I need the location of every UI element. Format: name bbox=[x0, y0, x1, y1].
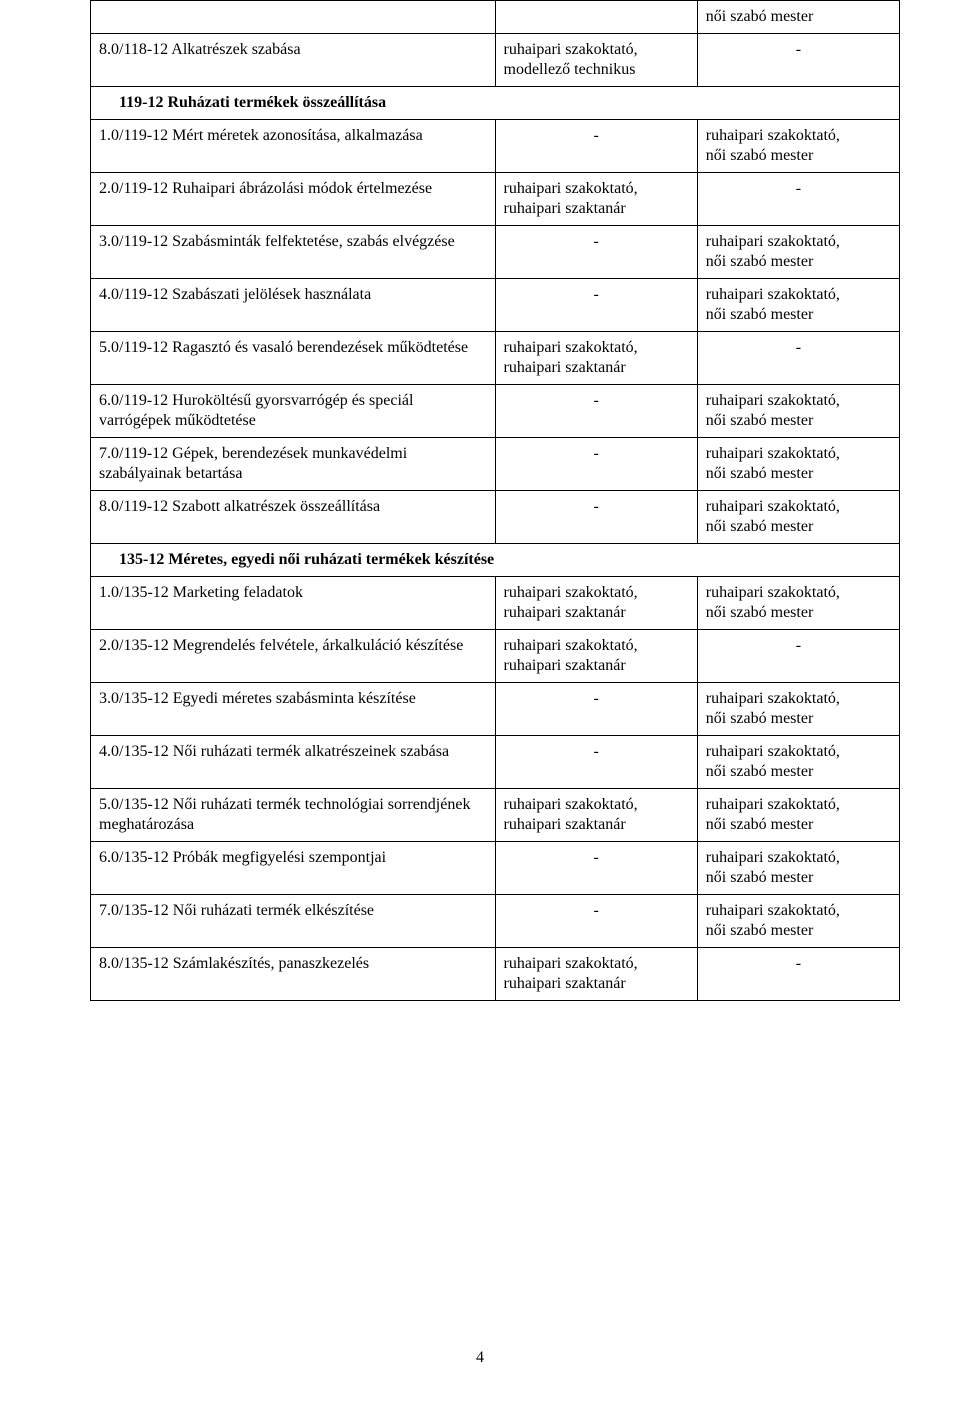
section-header-cell: 119-12 Ruházati termékek összeállítása bbox=[91, 87, 900, 120]
subject-cell: 6.0/135-12 Próbák megfigyelési szempontj… bbox=[91, 842, 496, 895]
table-row: 5.0/135-12 Női ruházati termék technológ… bbox=[91, 789, 900, 842]
page-number: 4 bbox=[0, 1349, 960, 1367]
subject-cell: 8.0/119-12 Szabott alkatrészek összeállí… bbox=[91, 491, 496, 544]
col3-cell: ruhaipari szakoktató,női szabó mester bbox=[697, 683, 899, 736]
table-row: 8.0/119-12 Szabott alkatrészek összeállí… bbox=[91, 491, 900, 544]
table-row: 6.0/135-12 Próbák megfigyelési szempontj… bbox=[91, 842, 900, 895]
col2-cell: - bbox=[495, 895, 697, 948]
col3-cell: ruhaipari szakoktató,női szabó mester bbox=[697, 577, 899, 630]
col3-cell: ruhaipari szakoktató,női szabó mester bbox=[697, 736, 899, 789]
col2-cell: - bbox=[495, 842, 697, 895]
col3-cell: női szabó mester bbox=[697, 1, 899, 34]
subject-cell: 6.0/119-12 Huroköltésű gyorsvarrógép és … bbox=[91, 385, 496, 438]
col2-cell: - bbox=[495, 279, 697, 332]
col2-cell: ruhaipari szakoktató,ruhaipari szaktanár bbox=[495, 789, 697, 842]
subject-cell: 5.0/119-12 Ragasztó és vasaló berendezés… bbox=[91, 332, 496, 385]
subject-cell: 3.0/135-12 Egyedi méretes szabásminta ké… bbox=[91, 683, 496, 736]
qualification-table: női szabó mester8.0/118-12 Alkatrészek s… bbox=[90, 0, 900, 1001]
col2-cell: ruhaipari szakoktató,ruhaipari szaktanár bbox=[495, 630, 697, 683]
subject-cell: 7.0/119-12 Gépek, berendezések munkavéde… bbox=[91, 438, 496, 491]
col3-cell: - bbox=[697, 34, 899, 87]
col2-cell: ruhaipari szakoktató,ruhaipari szaktanár bbox=[495, 577, 697, 630]
subject-cell: 4.0/119-12 Szabászati jelölések használa… bbox=[91, 279, 496, 332]
col2-cell: ruhaipari szakoktató,modellező technikus bbox=[495, 34, 697, 87]
subject-cell: 3.0/119-12 Szabásminták felfektetése, sz… bbox=[91, 226, 496, 279]
col2-cell: ruhaipari szakoktató,ruhaipari szaktanár bbox=[495, 173, 697, 226]
table-row: 7.0/135-12 Női ruházati termék elkészíté… bbox=[91, 895, 900, 948]
table-row: 7.0/119-12 Gépek, berendezések munkavéde… bbox=[91, 438, 900, 491]
table-row: 4.0/135-12 Női ruházati termék alkatrész… bbox=[91, 736, 900, 789]
subject-cell bbox=[91, 1, 496, 34]
col3-cell: - bbox=[697, 173, 899, 226]
table-row: női szabó mester bbox=[91, 1, 900, 34]
col3-cell: ruhaipari szakoktató,női szabó mester bbox=[697, 120, 899, 173]
table-row: 1.0/135-12 Marketing feladatokruhaipari … bbox=[91, 577, 900, 630]
col3-cell: ruhaipari szakoktató,női szabó mester bbox=[697, 438, 899, 491]
col2-cell bbox=[495, 1, 697, 34]
subject-cell: 2.0/135-12 Megrendelés felvétele, árkalk… bbox=[91, 630, 496, 683]
col3-cell: - bbox=[697, 332, 899, 385]
col2-cell: - bbox=[495, 438, 697, 491]
table-row: 2.0/135-12 Megrendelés felvétele, árkalk… bbox=[91, 630, 900, 683]
section-header-cell: 135-12 Méretes, egyedi női ruházati term… bbox=[91, 544, 900, 577]
col2-cell: - bbox=[495, 683, 697, 736]
table-row: 119-12 Ruházati termékek összeállítása bbox=[91, 87, 900, 120]
col3-cell: - bbox=[697, 630, 899, 683]
col3-cell: ruhaipari szakoktató,női szabó mester bbox=[697, 385, 899, 438]
subject-cell: 8.0/118-12 Alkatrészek szabása bbox=[91, 34, 496, 87]
table-row: 8.0/135-12 Számlakészítés, panaszkezelés… bbox=[91, 948, 900, 1001]
subject-cell: 4.0/135-12 Női ruházati termék alkatrész… bbox=[91, 736, 496, 789]
col3-cell: ruhaipari szakoktató,női szabó mester bbox=[697, 789, 899, 842]
col2-cell: - bbox=[495, 736, 697, 789]
table-row: 6.0/119-12 Huroköltésű gyorsvarrógép és … bbox=[91, 385, 900, 438]
col3-cell: ruhaipari szakoktató,női szabó mester bbox=[697, 491, 899, 544]
col2-cell: ruhaipari szakoktató,ruhaipari szaktanár bbox=[495, 948, 697, 1001]
subject-cell: 1.0/135-12 Marketing feladatok bbox=[91, 577, 496, 630]
col2-cell: - bbox=[495, 491, 697, 544]
table-row: 4.0/119-12 Szabászati jelölések használa… bbox=[91, 279, 900, 332]
table-row: 3.0/135-12 Egyedi méretes szabásminta ké… bbox=[91, 683, 900, 736]
col3-cell: ruhaipari szakoktató,női szabó mester bbox=[697, 842, 899, 895]
table-row: 1.0/119-12 Mért méretek azonosítása, alk… bbox=[91, 120, 900, 173]
table-row: 135-12 Méretes, egyedi női ruházati term… bbox=[91, 544, 900, 577]
col3-cell: ruhaipari szakoktató,női szabó mester bbox=[697, 895, 899, 948]
subject-cell: 2.0/119-12 Ruhaipari ábrázolási módok ér… bbox=[91, 173, 496, 226]
col3-cell: ruhaipari szakoktató,női szabó mester bbox=[697, 226, 899, 279]
col2-cell: ruhaipari szakoktató,ruhaipari szaktanár bbox=[495, 332, 697, 385]
subject-cell: 1.0/119-12 Mért méretek azonosítása, alk… bbox=[91, 120, 496, 173]
col2-cell: - bbox=[495, 385, 697, 438]
document-page: női szabó mester8.0/118-12 Alkatrészek s… bbox=[0, 0, 960, 1417]
col3-cell: - bbox=[697, 948, 899, 1001]
table-row: 8.0/118-12 Alkatrészek szabásaruhaipari … bbox=[91, 34, 900, 87]
table-row: 2.0/119-12 Ruhaipari ábrázolási módok ér… bbox=[91, 173, 900, 226]
col3-cell: ruhaipari szakoktató,női szabó mester bbox=[697, 279, 899, 332]
table-row: 5.0/119-12 Ragasztó és vasaló berendezés… bbox=[91, 332, 900, 385]
subject-cell: 5.0/135-12 Női ruházati termék technológ… bbox=[91, 789, 496, 842]
table-row: 3.0/119-12 Szabásminták felfektetése, sz… bbox=[91, 226, 900, 279]
col2-cell: - bbox=[495, 120, 697, 173]
subject-cell: 7.0/135-12 Női ruházati termék elkészíté… bbox=[91, 895, 496, 948]
subject-cell: 8.0/135-12 Számlakészítés, panaszkezelés bbox=[91, 948, 496, 1001]
col2-cell: - bbox=[495, 226, 697, 279]
